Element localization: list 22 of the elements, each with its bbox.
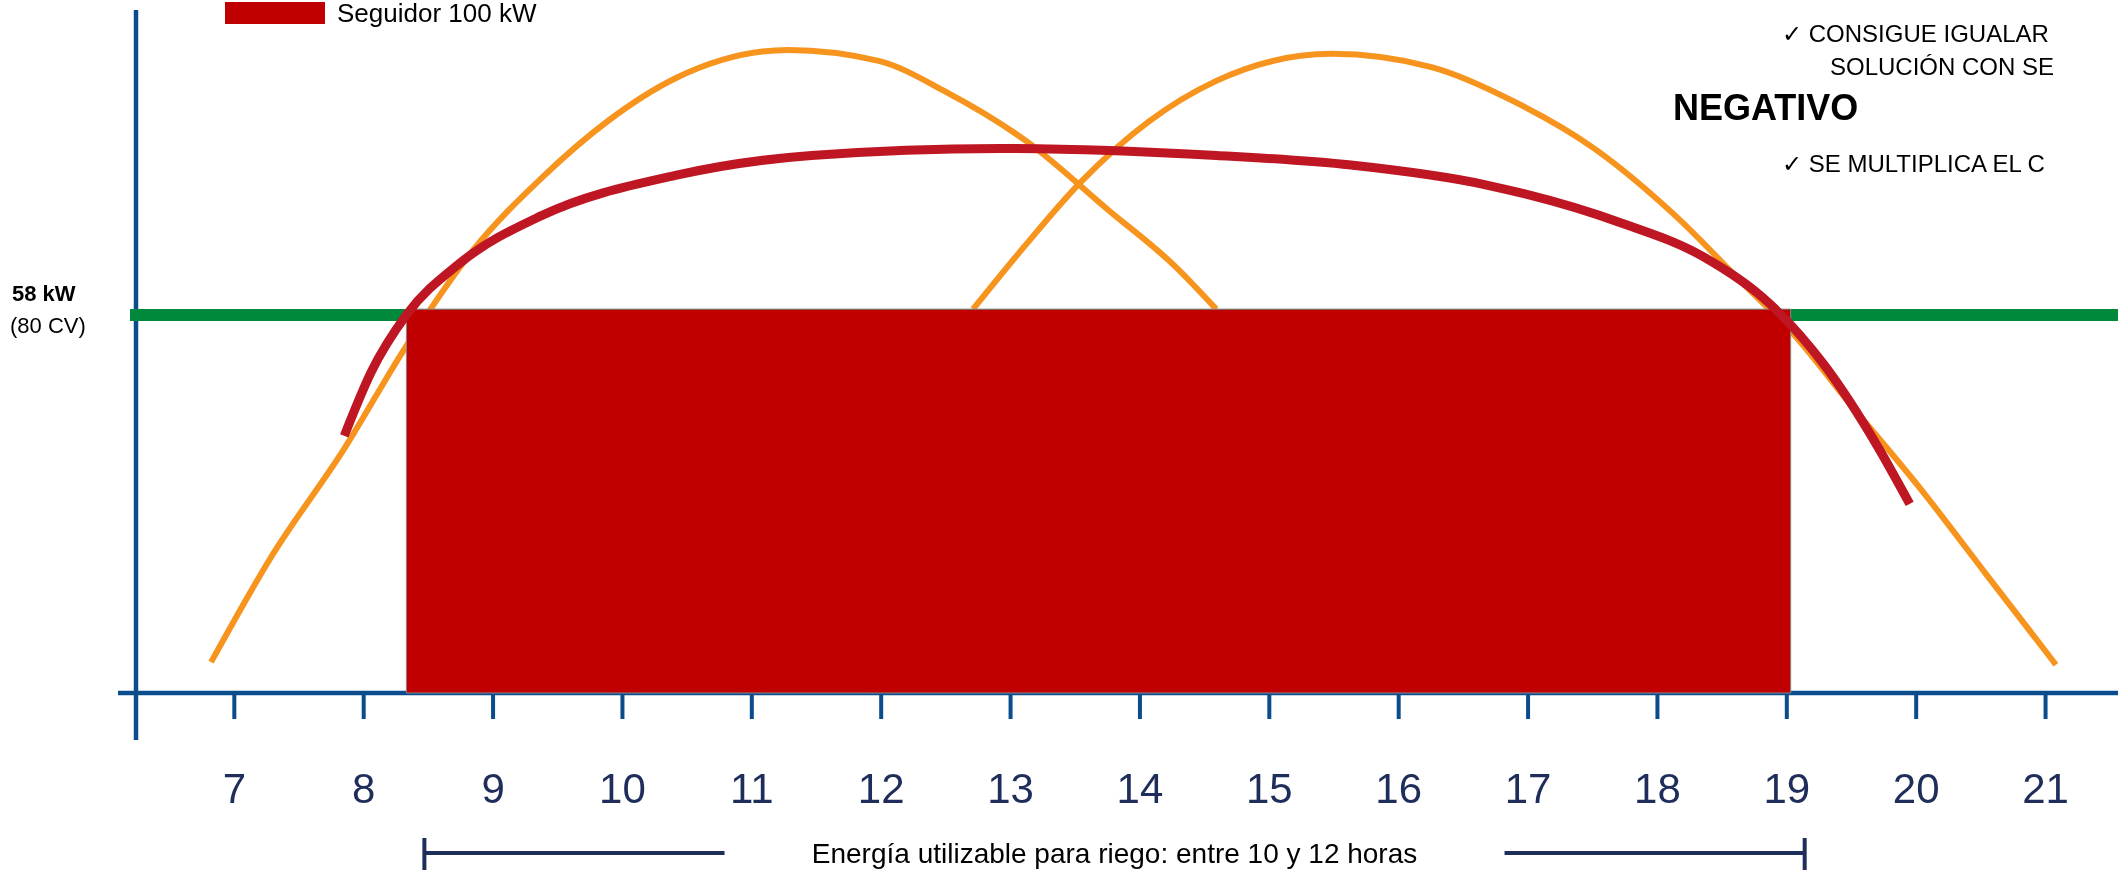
text: ✓ CONSIGUE IGUALAR	[1782, 20, 2049, 47]
x-tick-label: 13	[987, 765, 1034, 812]
annotation: NEGATIVO	[1673, 87, 1859, 128]
x-tick-label: 14	[1116, 765, 1164, 812]
x-tick-label: 20	[1892, 765, 1940, 812]
annotation: ✓ SE MULTIPLICA EL C	[1782, 150, 2045, 177]
legend-label: Seguidor 100 kW	[337, 0, 537, 28]
x-tick-label: 12	[857, 765, 905, 812]
x-tick-label: 8	[352, 765, 376, 812]
x-tick-label: 16	[1375, 765, 1423, 812]
ref-line-label: 58 kW (80 CV)	[10, 280, 86, 338]
x-tick-label: 18	[1634, 765, 1681, 812]
text: Energía utilizable para riego: entre 10 y 12 horas	[811, 838, 1418, 869]
x-tick-label: 17	[1504, 765, 1552, 812]
x-tick-label: 21	[2022, 765, 2069, 812]
x-tick-label: 11	[730, 765, 774, 812]
x-tick-label: 19	[1763, 765, 1811, 812]
x-tick-label: 9	[481, 765, 505, 812]
x-tick-label: 7	[222, 765, 246, 812]
x-tick-label: 15	[1245, 765, 1293, 812]
x-tick-label: 10	[599, 765, 646, 812]
annotation: SOLUCIÓN CON SE	[1830, 53, 2055, 80]
